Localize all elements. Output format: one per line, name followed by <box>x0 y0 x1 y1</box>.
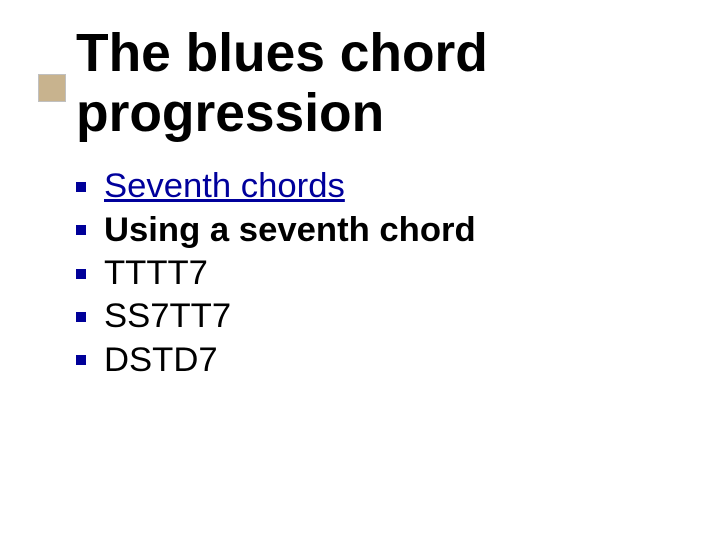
list-item-text: Using a seventh chord <box>104 209 476 252</box>
body-region: Seventh chordsUsing a seventh chordTTTT7… <box>76 165 670 382</box>
slide: The blues chord progression Seventh chor… <box>0 0 720 540</box>
slide-title: The blues chord progression <box>76 24 670 143</box>
list-item: Using a seventh chord <box>76 209 670 252</box>
list-item: Seventh chords <box>76 165 670 208</box>
list-item-text: DSTD7 <box>104 339 218 382</box>
title-accent-square <box>38 74 66 102</box>
list-item: TTTT7 <box>76 252 670 295</box>
square-bullet-icon <box>76 225 86 235</box>
square-bullet-icon <box>76 355 86 365</box>
list-item-text: TTTT7 <box>104 252 208 295</box>
list-item: SS7TT7 <box>76 295 670 338</box>
square-bullet-icon <box>76 269 86 279</box>
list-item-text: SS7TT7 <box>104 295 231 338</box>
title-region: The blues chord progression <box>76 24 670 143</box>
square-bullet-icon <box>76 182 86 192</box>
square-bullet-icon <box>76 312 86 322</box>
bullet-list: Seventh chordsUsing a seventh chordTTTT7… <box>76 165 670 382</box>
list-item-text[interactable]: Seventh chords <box>104 165 345 208</box>
list-item: DSTD7 <box>76 339 670 382</box>
